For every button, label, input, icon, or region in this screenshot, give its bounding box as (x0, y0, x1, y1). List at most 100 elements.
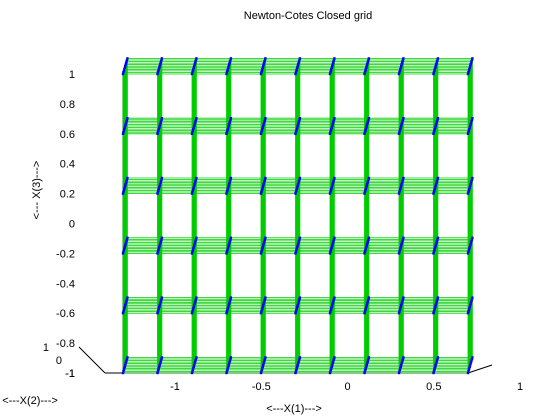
grid-point (399, 307, 402, 310)
grid-point (329, 71, 332, 74)
grid-point (399, 66, 402, 69)
grid-point (433, 307, 436, 310)
grid-point (193, 301, 197, 304)
grid-point (192, 187, 195, 191)
grid-point (298, 176, 302, 180)
grid-point (228, 241, 231, 244)
grid-point (298, 58, 301, 62)
grid-point (330, 367, 333, 370)
grid-point (160, 176, 164, 180)
grid-point (226, 247, 229, 250)
grid-point (227, 66, 230, 69)
grid-point (193, 183, 196, 186)
grid-point (263, 357, 267, 361)
grid-point (467, 131, 470, 134)
grid-point (296, 246, 299, 249)
grid-point (263, 299, 266, 302)
grid-point (160, 357, 163, 361)
grid-point (434, 184, 437, 187)
grid-point (468, 186, 471, 189)
grid-point (260, 308, 264, 312)
grid-point (192, 307, 195, 310)
grid-point (229, 176, 233, 180)
grid-point (157, 69, 160, 73)
grid-point (363, 250, 367, 253)
grid-point (229, 57, 233, 60)
grid-point (333, 236, 336, 239)
grid-point (194, 359, 197, 362)
grid-point (297, 179, 301, 183)
grid-point (125, 120, 128, 123)
grid-point (260, 189, 264, 192)
grid-point (126, 57, 129, 60)
grid-point (400, 244, 403, 247)
grid-point (261, 365, 264, 368)
grid-point (126, 296, 129, 299)
grid-point (365, 66, 368, 69)
grid-point (332, 357, 336, 361)
grid-point (158, 186, 161, 189)
grid-point (156, 312, 159, 315)
grid-point (365, 126, 368, 129)
grid-point (226, 187, 229, 191)
grid-point (122, 368, 126, 372)
grid-point (298, 238, 301, 241)
grid-point (333, 57, 336, 60)
grid-point (364, 247, 367, 250)
grid-point (399, 68, 402, 71)
grid-point (123, 365, 126, 368)
grid-point (260, 69, 264, 73)
grid-point (332, 298, 336, 301)
grid-point (471, 296, 474, 299)
grid-point (400, 123, 403, 126)
grid-point (191, 249, 195, 252)
grid-point (466, 371, 470, 375)
grid-point (123, 186, 126, 189)
grid-point (123, 66, 126, 69)
grid-point (329, 308, 333, 312)
grid-point (124, 183, 127, 186)
grid-point (191, 71, 194, 74)
grid-point (160, 356, 164, 359)
grid-point (365, 246, 368, 249)
grid-point (227, 242, 231, 246)
grid-point (192, 68, 195, 71)
grid-point (264, 176, 267, 180)
grid-point (330, 126, 333, 129)
grid-point (295, 68, 298, 71)
grid-point (261, 187, 264, 191)
grid-point (295, 187, 298, 191)
grid-point (260, 190, 263, 194)
grid-point (432, 252, 435, 255)
grid-point (401, 239, 404, 243)
grid-point (261, 367, 264, 370)
grid-point (331, 124, 334, 128)
grid-point (330, 305, 333, 309)
grid-point (125, 357, 129, 361)
grid-point (328, 371, 332, 375)
grid-point (156, 72, 159, 76)
grid-point (156, 131, 160, 134)
grid-point (159, 239, 163, 243)
grid-point (401, 359, 404, 362)
grid-point (330, 247, 333, 250)
grid-point (126, 176, 129, 180)
grid-lines (122, 58, 473, 374)
grid-point (397, 132, 401, 135)
grid-point (332, 178, 336, 181)
grid-point (121, 72, 125, 76)
grid-point (367, 57, 371, 60)
grid-point (467, 129, 471, 132)
grid-point (401, 178, 405, 181)
grid-point (434, 305, 437, 309)
grid-point (400, 241, 404, 244)
grid-point (124, 124, 127, 128)
grid-point (434, 66, 437, 69)
grid-point (261, 247, 264, 250)
grid-point (227, 362, 231, 365)
grid-point (262, 241, 266, 244)
grid-point (192, 126, 195, 129)
grid-point (262, 63, 265, 66)
grid-point (436, 57, 440, 60)
grid-point (226, 189, 229, 192)
